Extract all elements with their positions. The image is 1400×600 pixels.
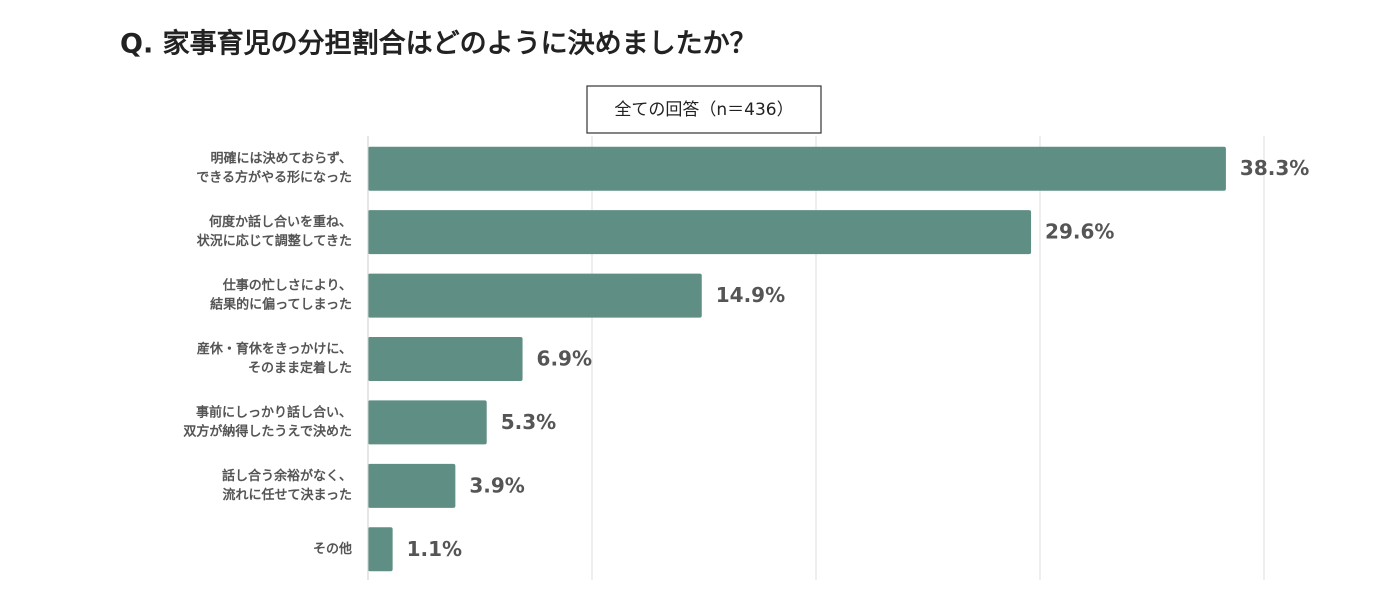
category-label: その他 xyxy=(313,541,352,557)
bar xyxy=(368,146,1226,191)
category-label: 事前にしっかり話し合い、 xyxy=(196,404,352,420)
category-label: 産休・育休をきっかけに、 xyxy=(197,341,352,357)
value-label: 38.3% xyxy=(1240,156,1309,180)
value-label: 3.9% xyxy=(469,473,524,497)
bar xyxy=(368,463,456,508)
category-label: そのまま定着した xyxy=(248,360,352,376)
bar xyxy=(368,527,393,572)
value-label: 6.9% xyxy=(537,347,592,371)
category-label: 双方が納得したうえで決めた xyxy=(183,423,352,439)
category-label: 仕事の忙しさにより、 xyxy=(222,278,352,294)
category-label: 流れに任せて決まった xyxy=(223,487,352,503)
category-label: 状況に応じて調整してきた xyxy=(197,233,352,249)
chart-title: Q. 家事育児の分担割合はどのように決めましたか？ xyxy=(120,28,757,60)
bar xyxy=(368,210,1032,255)
category-label: 明確には決めておらず、 xyxy=(211,151,352,167)
category-label: 話し合う余裕がなく、 xyxy=(222,468,352,484)
category-label: できる方がやる形になった xyxy=(196,170,352,186)
subtitle-box xyxy=(586,85,822,134)
value-label: 29.6% xyxy=(1045,220,1114,244)
category-label: 結果的に偏ってしまった xyxy=(210,297,352,313)
subtitle: 全ての回答（n＝436） xyxy=(614,100,793,120)
category-label: 何度か話し合いを重ね、 xyxy=(209,214,352,230)
bar xyxy=(368,400,487,445)
value-label: 14.9% xyxy=(716,283,785,307)
value-label: 5.3% xyxy=(501,410,556,434)
value-label: 1.1% xyxy=(407,537,462,561)
bar xyxy=(368,337,523,381)
bar xyxy=(368,273,702,318)
